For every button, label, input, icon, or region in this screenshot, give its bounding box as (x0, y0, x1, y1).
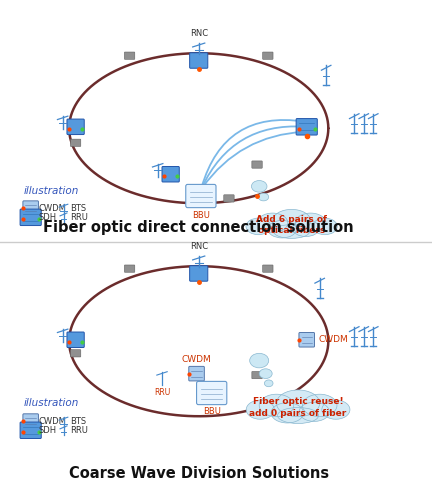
FancyBboxPatch shape (124, 265, 135, 272)
FancyBboxPatch shape (20, 422, 41, 439)
Text: CWDM: CWDM (182, 355, 211, 364)
Ellipse shape (276, 390, 320, 417)
Ellipse shape (246, 400, 274, 419)
Text: Add 6 pairs of
optical fibers: Add 6 pairs of optical fibers (256, 214, 327, 235)
Ellipse shape (250, 353, 269, 368)
Text: CWDM: CWDM (38, 204, 67, 212)
FancyBboxPatch shape (70, 349, 81, 357)
Ellipse shape (259, 369, 272, 378)
Text: CWDM: CWDM (38, 417, 67, 425)
Text: illustration: illustration (24, 185, 79, 196)
FancyBboxPatch shape (263, 265, 273, 272)
FancyBboxPatch shape (299, 333, 314, 347)
FancyBboxPatch shape (197, 381, 227, 405)
Ellipse shape (302, 394, 337, 417)
FancyBboxPatch shape (190, 53, 208, 68)
Text: BBU: BBU (203, 407, 221, 416)
Ellipse shape (322, 400, 350, 419)
Text: BBU: BBU (192, 211, 210, 220)
Text: SDH: SDH (38, 426, 57, 435)
Ellipse shape (246, 218, 271, 235)
FancyBboxPatch shape (189, 366, 204, 381)
Ellipse shape (258, 193, 269, 201)
Ellipse shape (257, 213, 288, 232)
FancyBboxPatch shape (224, 195, 234, 202)
Ellipse shape (251, 181, 267, 192)
Text: SDH: SDH (38, 213, 57, 222)
Ellipse shape (264, 380, 273, 387)
Ellipse shape (268, 220, 296, 238)
FancyBboxPatch shape (67, 332, 84, 348)
Text: Fiber optic direct connection solution: Fiber optic direct connection solution (43, 220, 354, 235)
Ellipse shape (292, 220, 319, 237)
Ellipse shape (271, 403, 303, 423)
Text: illustration: illustration (24, 398, 79, 408)
FancyBboxPatch shape (263, 52, 273, 59)
Ellipse shape (299, 402, 329, 422)
Text: Coarse Wave Division Solutions: Coarse Wave Division Solutions (69, 466, 329, 481)
FancyBboxPatch shape (296, 119, 317, 135)
Ellipse shape (259, 394, 294, 417)
Text: RRU: RRU (70, 213, 88, 222)
Ellipse shape (273, 225, 310, 239)
Ellipse shape (277, 408, 318, 424)
FancyBboxPatch shape (162, 166, 179, 182)
Text: Fiber optic reuse!
add 0 pairs of fiber: Fiber optic reuse! add 0 pairs of fiber (249, 397, 347, 418)
FancyBboxPatch shape (190, 266, 208, 281)
FancyBboxPatch shape (67, 119, 84, 135)
Text: RNC: RNC (190, 242, 208, 251)
Ellipse shape (312, 218, 337, 235)
FancyBboxPatch shape (252, 372, 262, 378)
FancyBboxPatch shape (252, 161, 262, 168)
Text: RRU: RRU (70, 426, 88, 435)
Ellipse shape (273, 210, 311, 232)
Text: BTS: BTS (70, 204, 86, 212)
Text: BTS: BTS (70, 417, 86, 425)
FancyBboxPatch shape (23, 201, 38, 215)
Text: RNC: RNC (190, 29, 208, 38)
FancyBboxPatch shape (70, 139, 81, 146)
FancyBboxPatch shape (23, 414, 38, 428)
Text: RRU: RRU (154, 388, 170, 397)
FancyBboxPatch shape (124, 52, 135, 59)
FancyBboxPatch shape (20, 209, 41, 226)
FancyBboxPatch shape (186, 184, 216, 208)
Ellipse shape (295, 213, 326, 232)
Text: CWDM: CWDM (319, 335, 349, 344)
